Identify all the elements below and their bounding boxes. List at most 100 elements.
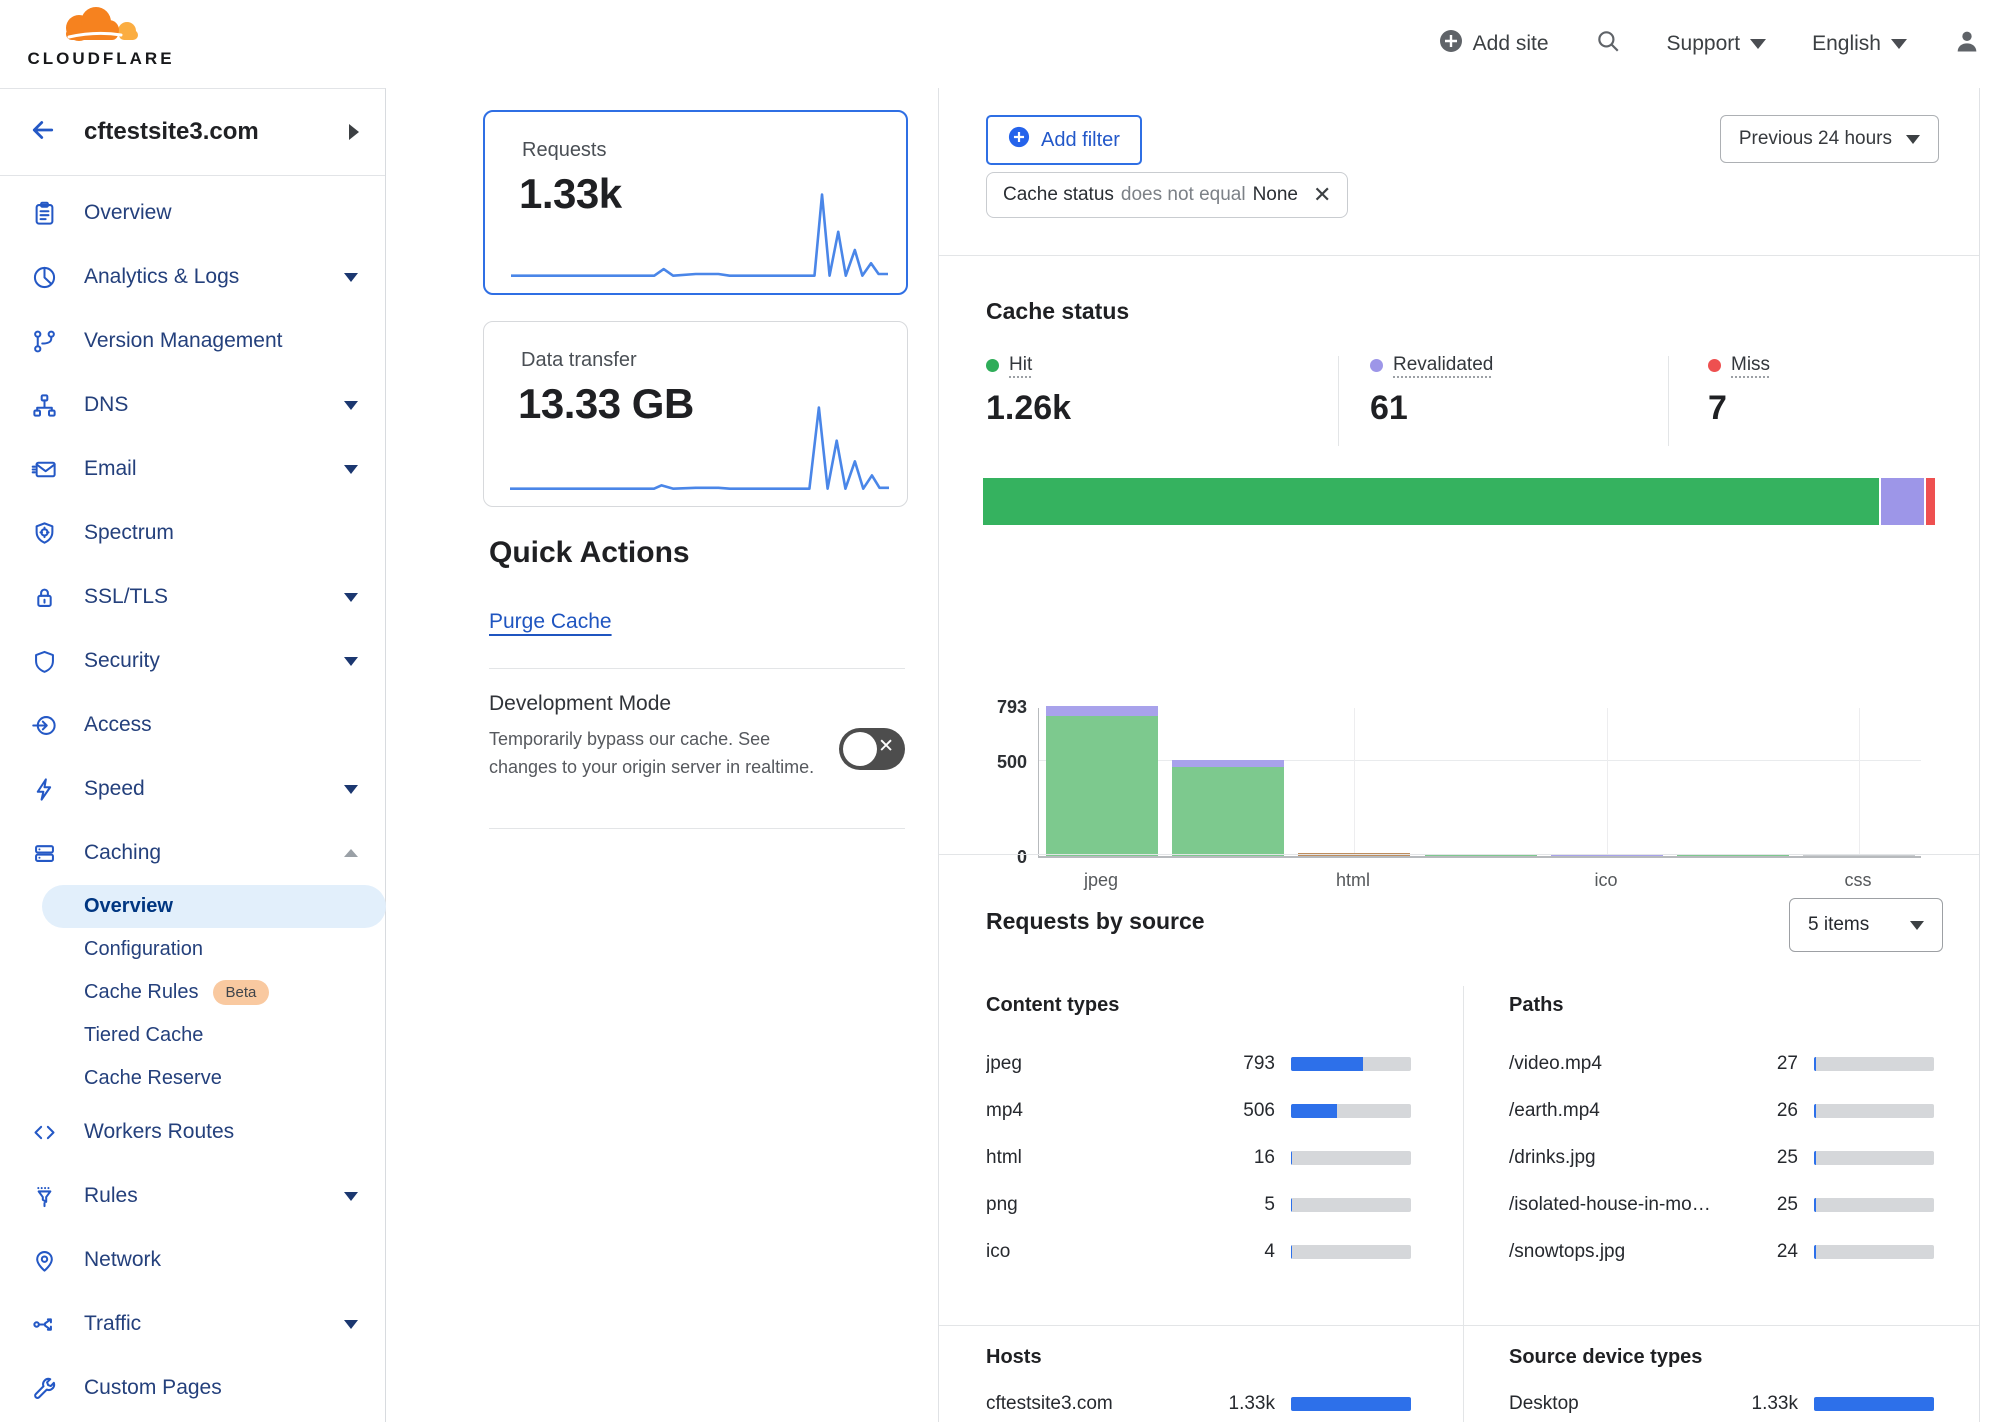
sidebar-subitem-configuration[interactable]: Configuration — [0, 928, 385, 971]
bar-segment-hit — [1172, 767, 1284, 856]
row-value: 26 — [1776, 1099, 1798, 1121]
custom-pages-icon — [31, 1375, 58, 1402]
stat-legend-miss[interactable]: Miss — [1708, 354, 1770, 376]
sidebar-nav: Overview Analytics & Logs Version Manageme… — [0, 176, 386, 1420]
stacked-segment-revalidated — [1880, 478, 1925, 525]
bar-css — [1803, 855, 1915, 856]
sidebar-item-security[interactable]: Security — [0, 629, 385, 693]
row-value: 24 — [1776, 1240, 1798, 1262]
stat-label: Miss — [1731, 354, 1771, 375]
filter-close-icon[interactable]: ✕ — [1313, 182, 1332, 207]
sidebar-subitem-tiered-cache[interactable]: Tiered Cache — [0, 1014, 385, 1057]
row-bar-track — [1814, 1244, 1934, 1259]
row-bar-track — [1814, 1396, 1934, 1411]
row-label: /drinks.jpg — [1509, 1146, 1596, 1168]
purge-cache-link[interactable]: Purge Cache — [489, 610, 612, 633]
spectrum-icon — [31, 520, 58, 547]
sidebar-subitem-overview[interactable]: Overview — [42, 885, 386, 928]
account-menu[interactable] — [1953, 27, 1981, 61]
time-range-selector[interactable]: Previous 24 hours — [1719, 115, 1939, 163]
stat-legend-revalidated[interactable]: Revalidated — [1370, 354, 1493, 376]
chevron-down-icon — [344, 784, 358, 794]
toggle-off-x-icon: ✕ — [878, 736, 894, 757]
dns-icon — [31, 392, 58, 419]
hosts-heading: Hosts — [986, 1346, 1042, 1368]
items-count-selector[interactable]: 5 items — [1789, 898, 1943, 952]
filter-field: Cache status — [1003, 184, 1114, 205]
site-switcher: cftestsite3.com — [0, 89, 385, 176]
chevron-down-icon — [344, 464, 358, 474]
bar-segment-revalidated — [1172, 760, 1284, 767]
filter-chip[interactable]: Cache status does not equal None ✕ — [986, 172, 1349, 218]
stat-value: 7 — [1708, 389, 1727, 427]
hosts-list: cftestsite3.com 1.33k — [986, 1380, 1411, 1422]
sidebar-item-email[interactable]: Email — [0, 437, 385, 501]
sidebar-item-traffic[interactable]: Traffic — [0, 1292, 385, 1356]
sidebar-subitem-label: Cache Reserve — [84, 1067, 222, 1089]
back-arrow-icon[interactable] — [28, 115, 58, 150]
sidebar-item-analytics-logs[interactable]: Analytics & Logs — [0, 245, 385, 309]
language-menu[interactable]: English — [1812, 32, 1907, 56]
support-menu[interactable]: Support — [1667, 32, 1767, 56]
add-filter-button[interactable]: Add filter — [986, 115, 1142, 165]
metrics-column: Requests 1.33k Data transfer 13.33 GB Qu… — [387, 88, 938, 1422]
sidebar-item-overview[interactable]: Overview — [0, 181, 385, 245]
sidebar-item-ssl-tls[interactable]: SSL/TLS — [0, 565, 385, 629]
add-site-button[interactable]: Add site — [1439, 29, 1549, 59]
source-device-types-heading: Source device types — [1509, 1346, 1703, 1368]
hit-dot-icon — [986, 358, 999, 372]
gridline — [1607, 708, 1608, 856]
cache-status-stacked-bar — [983, 478, 1935, 525]
divider — [489, 828, 905, 829]
chevron-down-icon — [344, 1191, 358, 1201]
chevron-down-icon — [1906, 134, 1920, 144]
analytics-icon — [31, 264, 58, 291]
divider — [1668, 356, 1669, 446]
sidebar-item-custom-pages[interactable]: Custom Pages — [0, 1356, 385, 1420]
sidebar-item-speed[interactable]: Speed — [0, 757, 385, 821]
data-transfer-sparkline — [510, 402, 889, 494]
sidebar-item-label: Access — [84, 713, 152, 736]
toggle-knob — [843, 732, 877, 766]
row-bar-fill — [1291, 1150, 1293, 1165]
search-button[interactable] — [1595, 28, 1621, 60]
sidebar-item-label: Speed — [84, 777, 145, 800]
data-transfer-label: Data transfer — [521, 349, 637, 371]
stat-label: Revalidated — [1393, 354, 1494, 375]
sidebar-subitem-cache-reserve[interactable]: Cache Reserve — [0, 1057, 385, 1100]
stacked-segment-hit — [983, 478, 1879, 525]
data-transfer-value: 13.33 GB — [518, 380, 694, 427]
content-types-list: jpeg 793 mp4 506 html 16 png 5 ico 4 — [986, 1040, 1411, 1275]
filter-value: None — [1252, 184, 1298, 205]
row-bar-fill — [1291, 1396, 1411, 1411]
sidebar-item-version-management[interactable]: Version Management — [0, 309, 385, 373]
sidebar-item-caching[interactable]: Caching — [0, 821, 385, 885]
data-transfer-metric-card[interactable]: Data transfer 13.33 GB — [483, 321, 908, 507]
items-count-label: 5 items — [1808, 914, 1870, 935]
sidebar-item-network[interactable]: Network — [0, 1228, 385, 1292]
row-value: 506 — [1243, 1099, 1275, 1121]
rules-icon — [31, 1183, 58, 1210]
sidebar-item-access[interactable]: Access — [0, 693, 385, 757]
row-bar-fill — [1814, 1197, 1817, 1212]
row-value: 1.33k — [1751, 1392, 1798, 1414]
requests-metric-card[interactable]: Requests 1.33k — [483, 110, 908, 295]
chevron-right-icon[interactable] — [349, 124, 359, 140]
sidebar-item-workers-routes[interactable]: Workers Routes — [0, 1100, 385, 1164]
sidebar-item-rules[interactable]: Rules — [0, 1164, 385, 1228]
gridline — [1039, 760, 1921, 761]
sidebar-item-label: Security — [84, 649, 160, 672]
bar-segment-hit — [1046, 716, 1158, 856]
sidebar-item-spectrum[interactable]: Spectrum — [0, 501, 385, 565]
row-label: /earth.mp4 — [1509, 1099, 1600, 1121]
sidebar-item-dns[interactable]: DNS — [0, 373, 385, 437]
development-mode-toggle[interactable]: ✕ — [839, 728, 905, 770]
paths-heading: Paths — [1509, 994, 1564, 1016]
row-value: 5 — [1264, 1193, 1275, 1215]
sidebar-item-label: Overview — [84, 201, 172, 224]
cloudflare-logo[interactable]: CLOUDFLARE — [15, 4, 187, 69]
sidebar-item-label: Workers Routes — [84, 1120, 235, 1143]
bar-segment-muted — [1803, 855, 1915, 856]
stat-legend-hit[interactable]: Hit — [986, 354, 1071, 376]
sidebar-subitem-cache-rules[interactable]: Cache Rules Beta — [0, 971, 385, 1014]
